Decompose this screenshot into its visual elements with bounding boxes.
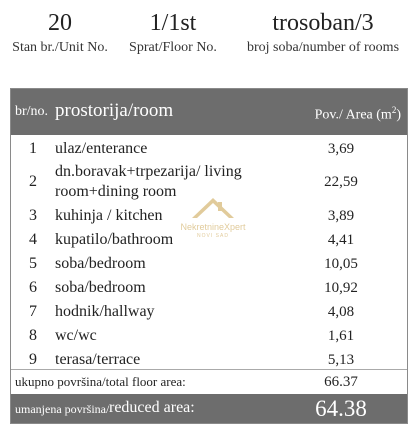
row-number: 5 [29, 255, 37, 272]
row-number: 9 [29, 351, 37, 368]
row-area: 1,61 [327, 328, 355, 344]
column-header-number: br/no. [15, 104, 49, 119]
row-number: 3 [29, 207, 37, 224]
table-row: 7 hodnik/hallway 4,08 [11, 301, 407, 323]
table-row: 6 soba/bedroom 10,92 [11, 277, 407, 299]
table-header: br/no. prostorija/room Pov./ Area (m2) [11, 89, 407, 135]
table-row: 8 wc/wc 1,61 [11, 325, 407, 347]
reduced-area-label-local: umanjena površina/ [15, 402, 110, 416]
total-area-label: ukupno površina/total floor area: [15, 374, 186, 389]
table-row: 3 kuhinja / kitchen 3,89 [11, 205, 407, 227]
row-area: 4,41 [327, 232, 355, 248]
row-room: soba/bedroom [55, 255, 146, 272]
column-header-room: prostorija/room [55, 100, 174, 121]
total-area-value: 66.37 [324, 374, 358, 390]
reduced-area-value: 64.38 [315, 396, 367, 421]
row-room: kupatilo/bathroom [55, 231, 174, 248]
row-number: 2 [29, 173, 37, 190]
floor-number-value: 1/1st [149, 10, 197, 36]
row-number: 7 [29, 303, 37, 320]
room-area-table: br/no. prostorija/room Pov./ Area (m2) 1… [10, 88, 408, 424]
floor-number-block: 1/1st Sprat/Floor No. [120, 8, 226, 58]
row-room: terasa/terrace [55, 351, 141, 368]
reduced-area-row: umanjena površina/ reduced area: 64.38 [11, 394, 407, 423]
unit-header: 20 Stan br./Unit No. 1/1st Sprat/Floor N… [0, 0, 420, 80]
row-area: 3,69 [327, 141, 355, 157]
row-area: 22,59 [324, 174, 358, 190]
rooms-count-label: broj soba/number of rooms [246, 40, 400, 55]
area-header-close: ) [396, 107, 401, 123]
table-row: 9 terasa/terrace 5,13 [11, 349, 407, 371]
row-area: 10,05 [324, 256, 358, 272]
row-number: 6 [29, 279, 37, 296]
row-area: 5,13 [327, 352, 355, 368]
column-header-area: Pov./ Area (m2) [315, 100, 401, 126]
area-header-unit-exponent: 2 [391, 105, 397, 115]
total-area-row: ukupno površina/total floor area: 66.37 [11, 369, 407, 394]
row-room: kuhinja / kitchen [55, 207, 163, 224]
table-row: 2 dn.boravak+trpezarija/ living room+din… [11, 161, 407, 203]
rooms-count-value: trosoban/3 [272, 10, 374, 36]
area-header-text: Pov./ Area (m [314, 107, 392, 123]
unit-number-label: Stan br./Unit No. [12, 40, 108, 55]
row-area: 10,92 [324, 280, 358, 296]
table-row: 4 kupatilo/bathroom 4,41 [11, 229, 407, 251]
row-area: 4,08 [327, 304, 355, 320]
unit-number-value: 20 [48, 10, 72, 36]
row-number: 4 [29, 231, 37, 248]
row-room: hodnik/hallway [55, 303, 155, 320]
row-room: ulaz/enterance [55, 140, 148, 157]
table-row: 5 soba/bedroom 10,05 [11, 253, 407, 275]
row-area: 3,89 [327, 208, 355, 224]
row-room: soba/bedroom [55, 279, 146, 296]
rooms-count-block: trosoban/3 broj soba/number of rooms [226, 8, 420, 58]
reduced-area-label-english: reduced area: [109, 399, 195, 416]
row-number: 1 [29, 140, 37, 157]
row-number: 8 [29, 327, 37, 344]
unit-number-block: 20 Stan br./Unit No. [0, 8, 120, 58]
row-room: dn.boravak+trpezarija/ living room+dinin… [55, 163, 242, 200]
floor-number-label: Sprat/Floor No. [129, 40, 217, 55]
row-room: wc/wc [55, 327, 97, 344]
table-row: 1 ulaz/enterance 3,69 [11, 138, 407, 160]
